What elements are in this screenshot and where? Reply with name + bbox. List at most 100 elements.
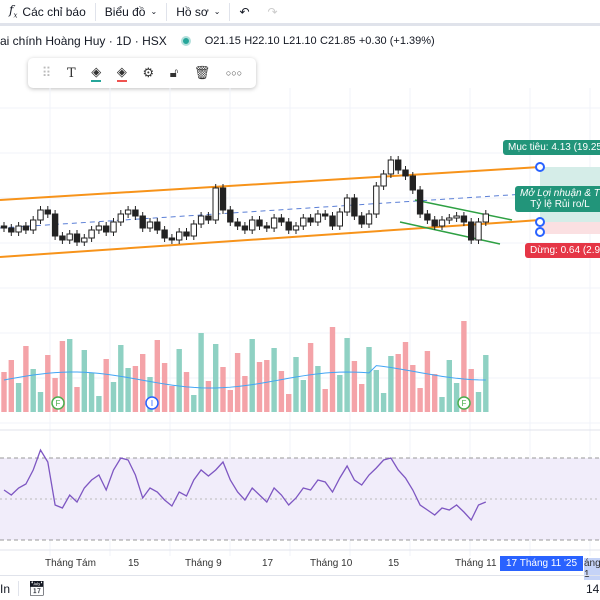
candle-body [124,209,132,215]
candle-body [8,227,15,233]
candle-body [190,223,198,237]
profile-menu-button[interactable]: Hồ sơ ⌄ [167,2,229,22]
volume-bar [118,345,124,412]
open-pl-text: Mở Lợi nhuận & Th [520,188,600,199]
volume-bar [380,393,387,412]
line-color-icon[interactable]: ◈ [91,64,102,82]
candle-body [336,211,344,227]
rsi-line [3,448,487,522]
candle-body [263,225,271,229]
indicators-label: Các chỉ báo [22,4,86,19]
fill-color-icon[interactable]: ◈ [116,64,127,82]
volume-bar [293,357,299,412]
candle-body [387,159,395,175]
volume-bar [373,370,379,412]
ohlc-change: +0.30 (+1.39%) [358,35,435,47]
volume-bar [461,321,467,412]
time-tick: 15 [388,558,400,569]
candle-body [15,225,22,233]
time-tick: Tháng 9 [185,558,222,569]
candle-body [482,213,490,223]
volume-bar [213,344,219,412]
undo-button[interactable]: ↶ [230,2,258,22]
volume-bar [395,354,401,412]
wedge-lower-line [399,221,501,245]
candle-body [37,209,44,221]
candle-body [205,215,212,221]
volume-bar [191,395,197,412]
candle-body [110,221,117,233]
volume-bar [220,367,226,412]
volume-bar [8,360,14,412]
volume-bar [74,387,80,412]
volume-bar [468,369,474,412]
candle-body [431,219,438,227]
volume-bar [329,327,336,412]
candle-body [30,219,37,231]
candle-body [409,175,417,191]
divider [18,581,19,596]
bottom-bar: In 📅︎ 14 [0,575,600,600]
redo-icon: ↷ [267,4,278,19]
volume-bar [256,362,263,412]
volume-bar [132,366,139,412]
candle-body [292,225,300,231]
volume-bar [264,360,270,412]
volume-bar [227,390,233,412]
target-label[interactable]: Mục tiêu: 4.13 (19.25 [503,140,600,155]
volume-bar [161,363,168,412]
volume-bar [446,360,452,412]
candle-body [314,213,322,223]
chart-menu-button[interactable]: Biểu đồ ⌄ [96,2,166,22]
volume-bar [140,354,146,412]
volume-bar [432,374,438,412]
event-marker-label: I [151,399,153,408]
settings-icon[interactable]: ⚙ [142,65,155,80]
candle-body [438,219,446,227]
candle-body [380,173,387,187]
more-icon[interactable]: ○○○ [225,68,243,78]
volume-bar [337,375,343,412]
candle-body [44,209,51,215]
event-marker-icon [145,396,159,410]
candle-body [88,229,95,239]
candle-body [249,219,256,231]
stop-label[interactable]: Dừng: 0.64 (2.98 [525,243,600,258]
candle-body [307,217,314,223]
volume-bar [483,355,489,412]
crosshair-date-label: 17 Tháng 11 '25 [500,556,584,571]
position-info-label[interactable]: Mở Lợi nhuận & Th Tỷ lệ Rủi ro/L [515,186,600,212]
volume-bar [366,347,372,412]
position-handle [535,217,545,227]
volume-bar [96,396,102,412]
candle-body [300,217,307,227]
time-tick: áng 1 [584,558,600,580]
time-axis[interactable]: Tháng Tám 15 Tháng 9 17 Tháng 10 15 Thán… [0,556,600,580]
candle-body [475,221,482,241]
candle-body [176,231,183,241]
divider [229,2,231,21]
position-handle [535,227,545,237]
candle-body [351,197,358,217]
redo-button[interactable]: ↷ [259,2,287,22]
candle-body [73,233,81,243]
drag-handle-icon[interactable]: ⠿ [41,65,52,80]
go-to-date-icon[interactable]: 📅︎ [28,580,46,596]
candle-body [395,159,402,171]
volume-bar [1,372,7,412]
volume-bar [300,380,306,412]
trash-icon[interactable]: 🗑︎ [193,65,211,80]
candle-body [365,213,373,225]
indicators-button[interactable]: fx Các chỉ báo [0,2,95,22]
profile-label: Hồ sơ [176,4,209,19]
candle-body [197,215,205,225]
unlock-icon[interactable]: 🔓︎ [169,65,179,80]
candle-body [322,213,329,217]
channel-mid-line [0,192,541,229]
symbol-title[interactable]: ai chính Hoàng Huy · 1D · HSX [0,34,167,48]
text-icon[interactable]: T [66,65,76,81]
event-marker-icon [51,396,65,410]
bottom-left-text[interactable]: In [0,582,11,596]
candle-body [183,231,190,237]
